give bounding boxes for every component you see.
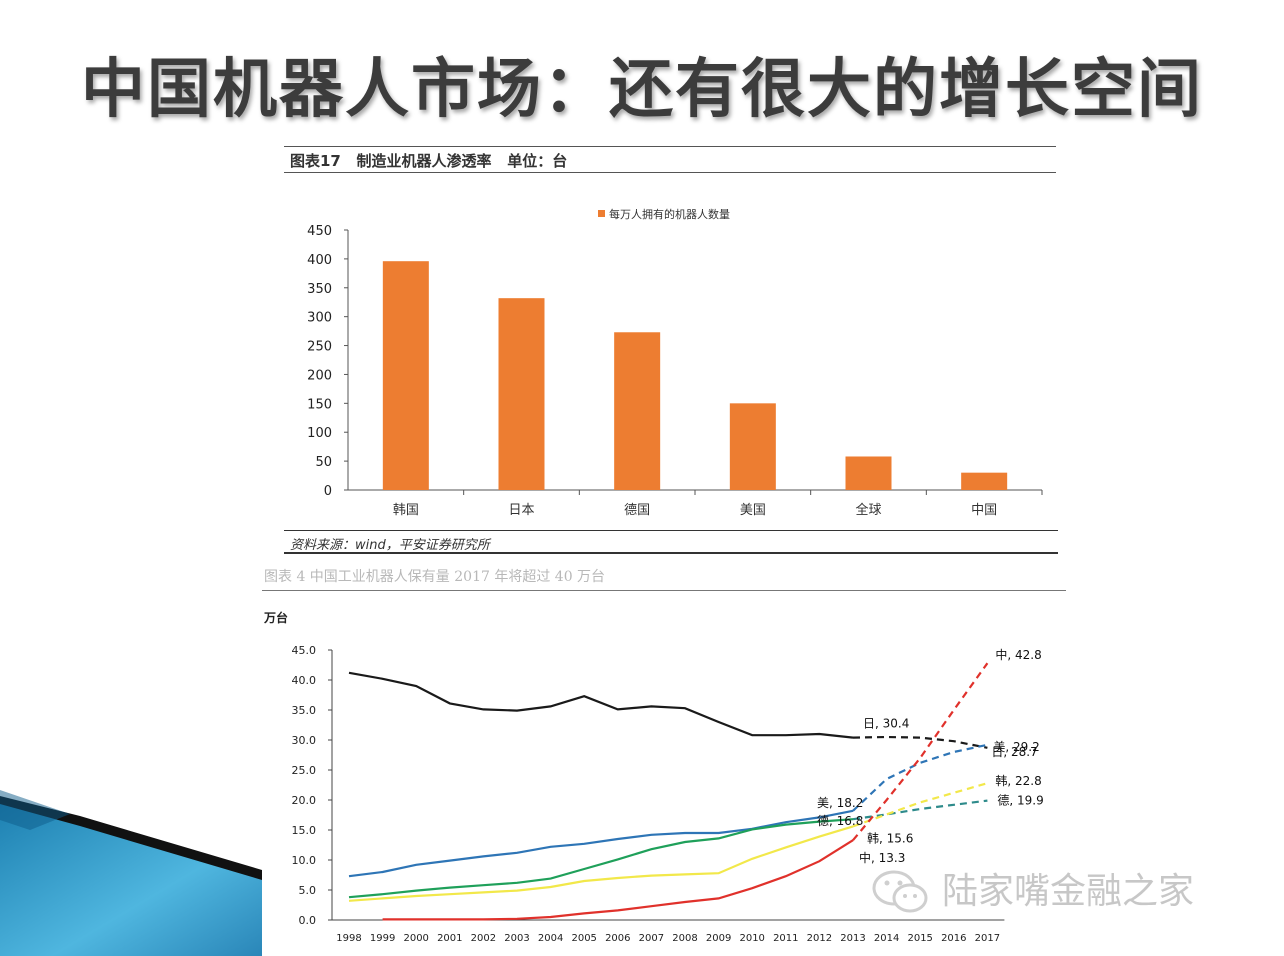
y-axis-label: 万台 [263,610,288,625]
caption-bottom-rule [284,172,1056,173]
y-tick-label: 45.0 [292,644,317,657]
x-tick-label: 2007 [639,933,664,944]
wechat-icon [872,870,928,913]
bar [729,403,776,490]
data-label: 日, 28.7 [991,745,1037,759]
x-tick-label: 2010 [739,933,764,944]
x-tick-label: 美国 [740,503,766,518]
y-tick-label: 450 [307,224,332,239]
usa-forecast-line [852,743,988,812]
x-tick-label: 中国 [971,503,997,518]
bar [845,456,892,490]
data-label: 韩, 15.6 [867,830,913,845]
x-tick-label: 2002 [471,933,496,944]
y-tick-label: 40.0 [292,674,317,687]
figure2-rule [262,590,1066,591]
data-label: 中, 13.3 [859,850,905,865]
y-tick-label: 100 [307,426,332,441]
china-forecast-line [852,662,989,841]
data-label: 德, 19.9 [997,793,1043,808]
korea-forecast-line [852,782,988,828]
x-tick-label: 2016 [941,933,966,944]
y-tick-label: 50 [315,455,332,470]
x-tick-label: 日本 [508,503,534,518]
y-tick-label: 15.0 [292,824,317,837]
x-tick-label: 全球 [855,502,881,518]
y-tick-label: 300 [307,311,332,326]
x-tick-label: 2014 [874,933,899,944]
y-tick-label: 350 [307,282,332,297]
x-tick-label: 1998 [336,933,361,944]
data-label: 美, 29.2 [993,740,1039,754]
x-tick-label: 2013 [840,933,865,944]
bar [614,332,661,490]
y-tick-label: 20.0 [292,794,317,807]
source-bottom-rule [284,552,1058,554]
x-tick-label: 2011 [773,933,798,944]
legend-swatch [598,210,605,217]
watermark-text: 陆家嘴金融之家 [942,871,1195,912]
y-tick-label: 35.0 [292,704,317,717]
source-top-rule [284,530,1058,531]
data-label: 美, 18.2 [817,796,863,810]
bar [382,261,429,490]
x-tick-label: 2015 [907,933,932,944]
y-tick-label: 400 [307,253,332,268]
x-tick-label: 2004 [538,933,563,944]
x-tick-label: 1999 [370,933,395,944]
corner-decoration [0,790,262,956]
legend-label: 每万人拥有的机器人数量 [609,207,730,221]
y-tick-label: 5.0 [299,884,317,897]
x-tick-label: 韩国 [393,503,419,518]
y-tick-label: 30.0 [292,734,317,747]
caption-top-rule [284,146,1056,147]
figure1-source: 资料来源：wind，平安证券研究所 [290,538,490,553]
line-chart: 万台 0.0 5.0 10.0 15.0 20.0 25.0 30.0 35.0 40.0 45.0… [263,610,1044,944]
x-tick-label: 2001 [437,933,462,944]
figure1-caption: 图表17 制造业机器人渗透率 单位：台 [290,152,568,170]
y-tick-label: 25.0 [292,764,317,777]
china-line [382,839,854,921]
germany-line [348,818,854,899]
bar [498,298,545,490]
y-tick-label: 0.0 [299,914,317,927]
y-tick-label: 0 [324,484,332,499]
korea-line [348,825,854,902]
x-tick-label: 2009 [706,933,731,944]
x-tick-label: 2005 [571,933,596,944]
data-label: 中, 42.8 [995,647,1041,662]
bar-chart: 0 50 100 150 200 250 300 350 400 450 韩国 日本 德国 美国 全球 中国 每… [307,207,1043,518]
x-tick-label: 德国 [624,503,650,518]
data-label: 德, 16.8 [817,813,863,828]
figure2-caption: 图表 4 中国工业机器人保有量 2017 年将超过 40 万台 [264,569,606,585]
japan-forecast-line [852,735,988,749]
slide-title: 中国机器人市场：还有很大的增长空间 [81,53,1203,127]
x-tick-label: 2012 [807,933,832,944]
x-tick-label: 2003 [504,933,529,944]
usa-line [348,809,854,878]
data-label: 日, 30.4 [863,717,909,731]
y-tick-label: 200 [307,368,332,383]
y-tick-label: 150 [307,397,332,412]
data-label: 韩, 22.8 [995,773,1041,788]
x-tick-label: 2017 [975,933,1000,944]
bar [961,472,1008,490]
y-tick-label: 10.0 [292,854,317,867]
x-tick-label: 2000 [403,933,428,944]
x-tick-label: 2008 [672,933,697,944]
japan-line [348,671,854,739]
x-tick-label: 2006 [605,933,630,944]
germany-forecast-line [852,799,988,821]
y-tick-label: 250 [307,340,332,355]
